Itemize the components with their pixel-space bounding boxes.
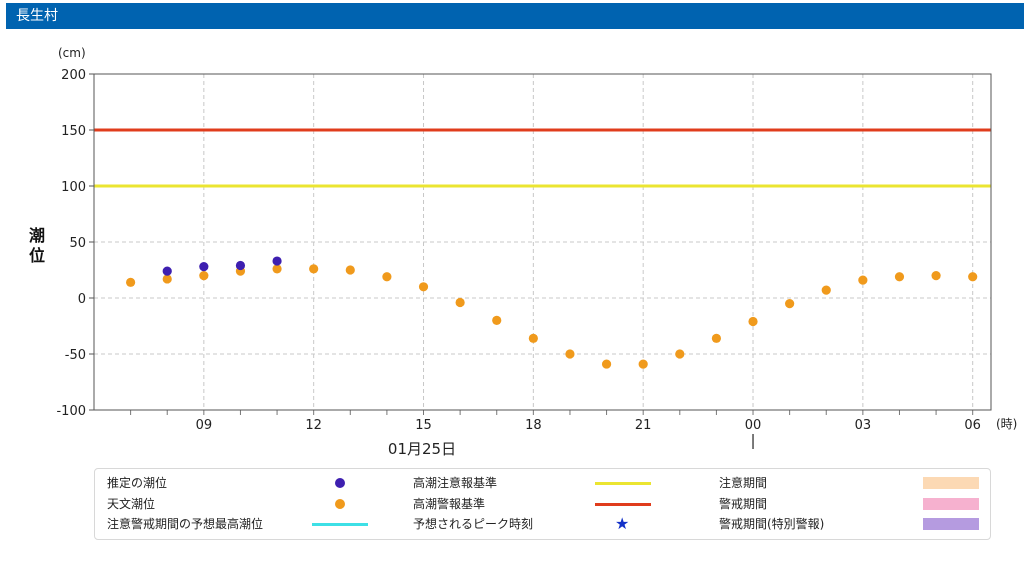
y-tick-label: -100 xyxy=(56,404,86,419)
estimated-tide-point xyxy=(162,266,172,276)
grid-layer xyxy=(94,74,991,410)
legend-star-icon: ★ xyxy=(615,514,630,533)
legend-label: 高潮注意報基準 xyxy=(413,476,498,490)
astronomical-tide-point xyxy=(126,277,136,287)
x-tick-label: 03 xyxy=(855,418,872,433)
legend-box-icon xyxy=(923,477,979,489)
plot-frame xyxy=(93,73,992,411)
astronomical-tide-point xyxy=(675,349,685,359)
y-axis-title: 潮位 xyxy=(29,226,45,265)
threshold-layer xyxy=(94,128,991,188)
astronomical-tide-point xyxy=(528,333,538,343)
astronomical-tide-point xyxy=(418,282,429,292)
y-unit-label: (cm) xyxy=(58,46,86,60)
astronomical-tide-point xyxy=(382,272,392,282)
x-tick-label: 21 xyxy=(635,418,652,433)
y-tick-label: 100 xyxy=(61,180,86,195)
astronomical-tide-point xyxy=(931,271,941,281)
y-tick-label: 0 xyxy=(78,292,86,307)
astronomical-tide-point xyxy=(565,349,575,359)
x-unit-label: (時) xyxy=(996,417,1017,431)
station-name: 長生村 xyxy=(16,8,58,24)
astronomical-tide-point xyxy=(821,285,831,295)
astronomical-tide-point xyxy=(894,272,905,282)
astronomical-tide-point xyxy=(638,359,648,369)
tide-chart: 200 150 100 50 0 -50 -100 09 12 15 18 21 00 03 06 01月25… xyxy=(29,46,1017,458)
astronomical-tide-point xyxy=(345,265,355,275)
legend-box-icon xyxy=(923,498,979,510)
astronomical-tide-point xyxy=(601,359,612,369)
estimated-tide-point xyxy=(235,260,246,271)
legend-label: 天文潮位 xyxy=(107,497,156,511)
legend-label: 警戒期間 xyxy=(719,497,768,511)
astronomical-tide-point xyxy=(785,299,795,309)
x-tick-label: 12 xyxy=(305,418,322,433)
legend-line-icon xyxy=(595,481,651,485)
chart-legend: 推定の潮位 高潮注意報基準 注意期間天文潮位 高潮警報基準 警戒期間注意警戒期間の予想最… xyxy=(94,468,991,540)
legend-label: 警戒期間(特別警報) xyxy=(719,517,825,531)
legend-label: 注意期間 xyxy=(719,476,768,490)
astronomical-tide-point xyxy=(968,272,978,282)
legend-box-icon xyxy=(923,518,979,530)
x-tick-label: 15 xyxy=(415,418,432,433)
legend-line-icon xyxy=(595,502,651,506)
y-tick-label: 200 xyxy=(61,68,86,83)
x-tick-label: 06 xyxy=(964,418,981,433)
astronomical-tide-point xyxy=(309,264,319,274)
legend-line-icon xyxy=(312,522,368,526)
y-tick-label: -50 xyxy=(65,348,86,363)
x-tick-label: 09 xyxy=(196,418,213,433)
y-tick-label: 150 xyxy=(61,124,86,139)
astronomical-tide-point xyxy=(272,264,282,274)
axis-layer: 200 150 100 50 0 -50 -100 09 12 15 18 21 00 03 06 01月25… xyxy=(29,46,1017,458)
astronomical-tide-point xyxy=(162,274,172,284)
astronomical-tide-point xyxy=(455,297,465,308)
x-tick-label: 18 xyxy=(525,418,542,433)
astronomical-tide-point xyxy=(858,275,868,285)
astronomical-tide-point xyxy=(711,333,722,343)
estimated-tide-point xyxy=(272,256,282,266)
estimated-tide-point xyxy=(199,262,209,272)
legend-dot-icon xyxy=(335,478,345,488)
astronomical-tide-point xyxy=(492,315,502,325)
legend-label: 予想されるピーク時刻 xyxy=(413,517,534,531)
legend-label: 推定の潮位 xyxy=(107,476,168,490)
legend-dot-icon xyxy=(335,499,345,509)
astronomical-tide-point xyxy=(199,271,209,281)
y-tick-label: 50 xyxy=(69,236,86,251)
legend-label: 注意警戒期間の予想最高潮位 xyxy=(107,517,264,531)
legend-label: 高潮警報基準 xyxy=(413,497,486,511)
astronomical-tide-point xyxy=(748,316,758,327)
series-layer xyxy=(126,256,978,369)
date-label: 01月25日 xyxy=(388,440,456,458)
station-title-bar: 長生村 xyxy=(6,3,1024,29)
x-tick-label: 00 xyxy=(745,418,762,433)
